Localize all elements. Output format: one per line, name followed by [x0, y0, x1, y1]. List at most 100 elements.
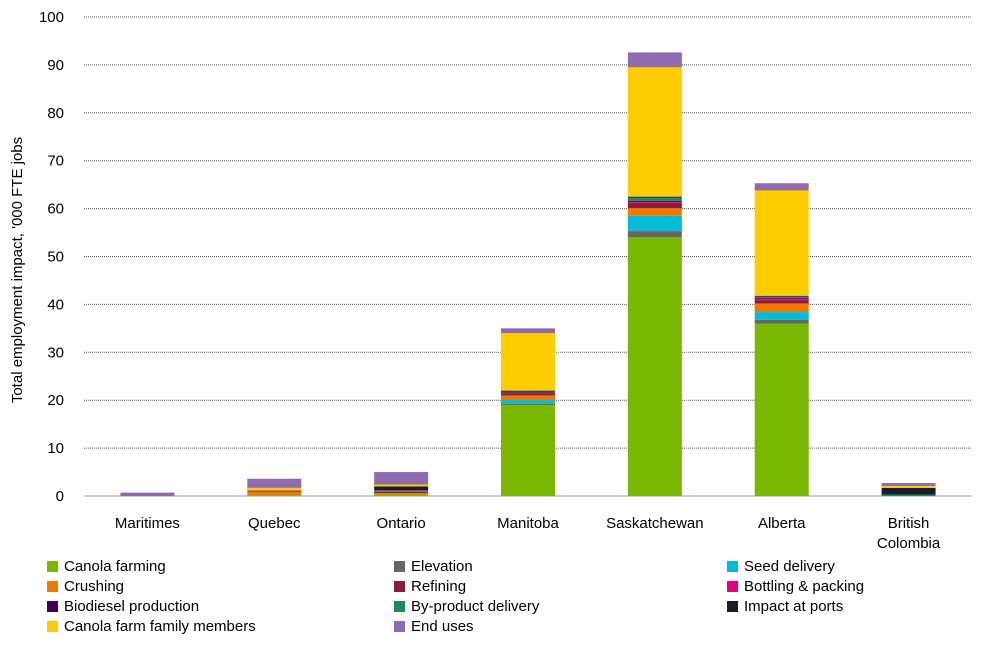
- y-tick-label: 80: [47, 105, 64, 122]
- y-axis-ticks: 0 10 20 30 40 50 60 70 80 90 100: [39, 9, 64, 505]
- bar-segment: [754, 183, 809, 191]
- legend-item: Seed delivery: [727, 558, 835, 575]
- y-tick-label: 10: [47, 440, 64, 457]
- bar-segment: [627, 52, 682, 68]
- x-tick-label: Colombia: [877, 535, 941, 552]
- legend-label: Canola farm family members: [64, 618, 256, 635]
- bar-segment: [501, 395, 555, 401]
- bar-segment: [754, 298, 809, 301]
- bar-segment: [754, 296, 809, 298]
- bar-segment: [754, 300, 809, 304]
- bar-segment: [627, 237, 682, 496]
- gridlines: [84, 16, 972, 497]
- legend-swatch: [47, 621, 58, 632]
- legend-swatch: [727, 601, 738, 612]
- legend: Canola farming Elevation Seed delivery Crus…: [47, 558, 997, 648]
- bar-segment: [120, 492, 175, 496]
- x-tick-label: Saskatchewan: [606, 515, 704, 532]
- legend-item: End uses: [394, 618, 474, 635]
- x-tick-label: British: [888, 515, 930, 532]
- y-tick-label: 100: [39, 9, 64, 26]
- bar-segment: [754, 319, 809, 324]
- y-tick-label: 20: [47, 392, 64, 409]
- bar-stacks: [120, 52, 936, 496]
- bar-segment: [754, 312, 809, 320]
- bar-segment: [374, 486, 429, 491]
- y-tick-label: 50: [47, 249, 64, 266]
- legend-label: By-product delivery: [411, 598, 540, 615]
- bar-segment: [627, 201, 682, 203]
- bar-segment: [881, 483, 936, 486]
- x-tick-label: Manitoba: [497, 515, 559, 532]
- bar-segment: [374, 490, 429, 492]
- x-tick-label: Ontario: [377, 515, 426, 532]
- legend-item: Biodiesel production: [47, 598, 199, 615]
- bar-segment: [627, 231, 682, 238]
- legend-label: End uses: [411, 618, 474, 635]
- bar-segment: [627, 197, 682, 201]
- bar-segment: [501, 404, 555, 496]
- bar-segment: [501, 390, 555, 392]
- y-tick-label: 70: [47, 153, 64, 170]
- bar-segment: [501, 393, 555, 396]
- bar-segment: [627, 200, 682, 202]
- bar-segment: [374, 472, 429, 485]
- bar-segment: [881, 494, 936, 496]
- legend-swatch: [394, 621, 405, 632]
- bar-segment: [374, 491, 429, 494]
- y-tick-label: 90: [47, 57, 64, 74]
- bar-segment: [374, 493, 429, 495]
- bar-segment: [501, 391, 555, 393]
- legend-label: Bottling & packing: [744, 578, 865, 595]
- bar-segment: [754, 323, 809, 496]
- bar-segment: [881, 487, 936, 495]
- bar-segment: [627, 208, 682, 216]
- legend-item: Impact at ports: [727, 598, 843, 615]
- legend-swatch: [47, 581, 58, 592]
- legend-swatch: [47, 561, 58, 572]
- legend-item: Crushing: [47, 578, 124, 595]
- legend-label: Impact at ports: [744, 598, 844, 615]
- legend-swatch: [394, 561, 405, 572]
- bar-segment: [247, 487, 302, 491]
- bar-segment: [247, 491, 302, 496]
- y-tick-label: 30: [47, 344, 64, 361]
- legend-item: Bottling & packing: [727, 578, 864, 595]
- x-tick-label: Alberta: [758, 515, 806, 532]
- bar-segment: [627, 202, 682, 209]
- legend-item: Canola farm family members: [47, 618, 256, 635]
- bar-segment: [374, 491, 429, 492]
- legend-item: Refining: [394, 578, 466, 595]
- legend-label: Seed delivery: [744, 558, 835, 575]
- bar-segment: [374, 484, 429, 487]
- bar-segment: [627, 67, 682, 197]
- y-tick-label: 0: [56, 488, 64, 505]
- legend-swatch: [394, 581, 405, 592]
- legend-item: Canola farming: [47, 558, 166, 575]
- legend-item: Elevation: [394, 558, 473, 575]
- bar-segment: [754, 295, 809, 297]
- legend-label: Elevation: [411, 558, 473, 575]
- y-tick-label: 60: [47, 201, 64, 218]
- bar-segment: [501, 333, 555, 391]
- y-tick-label: 40: [47, 296, 64, 313]
- bar-segment: [247, 490, 302, 492]
- bar-segment: [881, 485, 936, 488]
- bar-segment: [754, 297, 809, 299]
- x-axis-ticks: Maritimes Quebec Ontario Manitoba Saskatchew…: [115, 515, 941, 552]
- legend-label: Canola farming: [64, 558, 166, 575]
- bar-segment: [247, 478, 302, 488]
- bar-segment: [501, 328, 555, 334]
- legend-swatch: [394, 601, 405, 612]
- legend-label: Refining: [411, 578, 467, 595]
- bar-segment: [627, 196, 682, 198]
- bar-segment: [501, 393, 555, 394]
- legend-swatch: [47, 601, 58, 612]
- bar-segment: [501, 392, 555, 394]
- x-tick-label: Quebec: [248, 515, 301, 532]
- bar-segment: [501, 404, 555, 405]
- bar-segment: [247, 490, 302, 491]
- legend-item: By-product delivery: [394, 598, 539, 615]
- x-tick-label: Maritimes: [115, 515, 180, 532]
- legend-label: Biodiesel production: [64, 598, 200, 615]
